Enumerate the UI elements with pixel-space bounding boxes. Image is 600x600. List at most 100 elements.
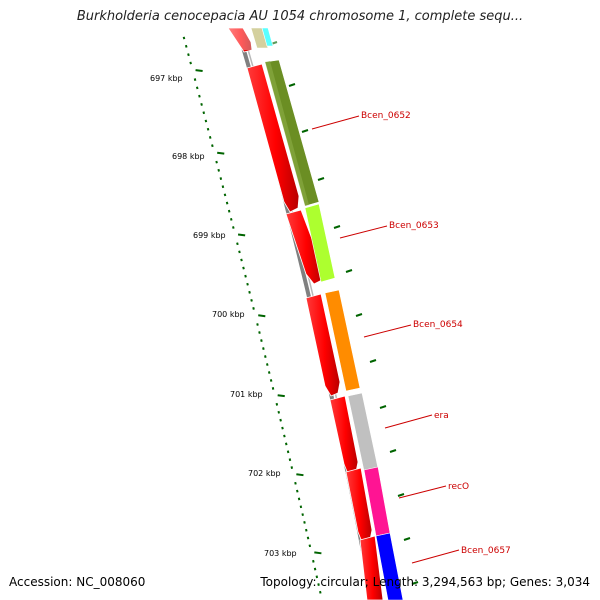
map-title: Burkholderia cenocepacia AU 1054 chromos… xyxy=(76,9,524,24)
minor-tick-mark xyxy=(238,250,241,254)
minor-tick-mark xyxy=(225,201,229,205)
accession-text: Accession: NC_008060 xyxy=(9,575,146,589)
minor-tick-mark xyxy=(195,86,199,90)
gene-label-bcen-0652: Bcen_0652 xyxy=(361,111,411,121)
minor-tick-mark xyxy=(267,371,271,374)
minor-tick-mark xyxy=(264,355,267,358)
minor-tick-mark xyxy=(296,489,299,493)
kbp-label-698: 698 kbp xyxy=(172,152,205,161)
minor-tick-mark xyxy=(252,307,255,310)
gene-block-bcen-0657 xyxy=(375,532,404,600)
gene-block-top-partial-khaki xyxy=(250,27,269,49)
minor-tick-mark xyxy=(305,528,308,532)
minor-tick-mark xyxy=(258,331,261,334)
minor-tick-mark xyxy=(193,78,197,82)
topology-summary-text: Topology: circular; Length: 3,294,563 bp… xyxy=(260,575,590,589)
gene-block-bcen-0653 xyxy=(304,203,336,283)
minor-tick-mark xyxy=(219,177,223,180)
tick-axis xyxy=(182,36,419,594)
kbp-label-699: 699 kbp xyxy=(193,231,226,240)
major-tick-mark xyxy=(277,394,285,398)
gene-arrow-red-3 xyxy=(305,293,341,397)
outer-tick-mark xyxy=(403,537,411,541)
minor-tick-mark xyxy=(308,544,312,548)
outer-tick-mark xyxy=(389,449,397,453)
callout-line-reco xyxy=(398,485,447,499)
major-tick-mark xyxy=(258,314,266,318)
minor-tick-mark xyxy=(319,590,322,594)
minor-tick-mark xyxy=(269,379,273,382)
minor-tick-mark xyxy=(290,466,294,469)
kbp-label-702: 702 kbp xyxy=(248,469,281,478)
minor-tick-mark xyxy=(242,266,245,270)
minor-tick-mark xyxy=(232,226,235,229)
outer-tick-mark xyxy=(288,83,296,87)
major-tick-mark xyxy=(296,473,304,477)
minor-tick-mark xyxy=(202,111,206,115)
minor-tick-mark xyxy=(315,575,319,579)
gene-block-bcen-0652-highlight xyxy=(265,61,309,206)
minor-tick-mark xyxy=(262,347,265,350)
minor-tick-mark xyxy=(211,144,214,148)
callout-line-bcen-0652 xyxy=(311,115,360,130)
outer-tick-mark xyxy=(333,225,341,229)
outer-tick-mark xyxy=(345,269,353,273)
outer-tick-mark xyxy=(397,493,405,497)
major-tick-mark xyxy=(237,233,246,237)
minor-tick-mark xyxy=(279,418,282,422)
minor-tick-mark xyxy=(187,53,190,57)
minor-tick-mark xyxy=(297,497,301,501)
minor-tick-mark xyxy=(248,290,251,294)
minor-tick-mark xyxy=(184,44,188,48)
gene-arrow-top-partial xyxy=(227,27,253,53)
gene-arrow-red-1 xyxy=(246,63,300,213)
minor-tick-mark xyxy=(227,209,231,213)
minor-tick-mark xyxy=(301,513,304,516)
minor-tick-mark xyxy=(189,61,192,65)
minor-tick-mark xyxy=(260,339,263,342)
minor-tick-mark xyxy=(198,94,201,98)
minor-tick-mark xyxy=(256,323,259,326)
minor-tick-mark xyxy=(229,217,233,221)
minor-tick-mark xyxy=(294,481,297,485)
minor-tick-mark xyxy=(281,426,284,430)
gene-callouts: Bcen_0652 Bcen_0653 Bcen_0654 era recO B… xyxy=(311,111,511,564)
minor-tick-mark xyxy=(250,298,253,302)
kbp-labels: 697 kbp 698 kbp 699 kbp 700 kbp 701 kbp … xyxy=(150,74,297,558)
minor-tick-mark xyxy=(217,168,220,172)
kbp-label-703: 703 kbp xyxy=(264,549,297,558)
minor-tick-mark xyxy=(204,119,208,123)
outer-tick-mark xyxy=(355,313,363,317)
minor-tick-mark xyxy=(200,103,203,106)
minor-tick-mark xyxy=(215,160,218,164)
minor-tick-mark xyxy=(286,450,290,454)
gene-label-era: era xyxy=(434,411,449,421)
gene-label-bcen-0654: Bcen_0654 xyxy=(413,320,463,330)
minor-tick-mark xyxy=(306,536,310,540)
gene-blocks xyxy=(250,27,404,600)
minor-tick-mark xyxy=(240,258,243,262)
kbp-label-700: 700 kbp xyxy=(212,310,245,319)
kbp-label-701: 701 kbp xyxy=(230,390,263,399)
minor-tick-mark xyxy=(312,559,315,563)
gene-arrow-red-6 xyxy=(359,535,384,600)
major-tick-mark xyxy=(314,551,322,555)
major-tick-mark xyxy=(217,151,225,155)
gene-label-reco: recO xyxy=(448,482,469,492)
minor-tick-mark xyxy=(283,434,286,438)
outer-tick-mark xyxy=(411,581,419,585)
minor-tick-mark xyxy=(288,458,292,462)
gene-label-bcen-0657: Bcen_0657 xyxy=(461,546,511,556)
minor-tick-mark xyxy=(303,521,306,524)
outer-tick-mark xyxy=(379,405,387,409)
callout-line-bcen-0657 xyxy=(411,549,460,564)
gene-block-top-partial-cyan xyxy=(261,27,274,47)
minor-tick-mark xyxy=(236,242,239,246)
top-fade-overlay xyxy=(220,28,280,50)
minor-tick-mark xyxy=(221,185,225,189)
minor-tick-mark xyxy=(206,127,210,131)
outer-tick-mark xyxy=(369,359,377,363)
minor-tick-mark xyxy=(299,505,303,509)
